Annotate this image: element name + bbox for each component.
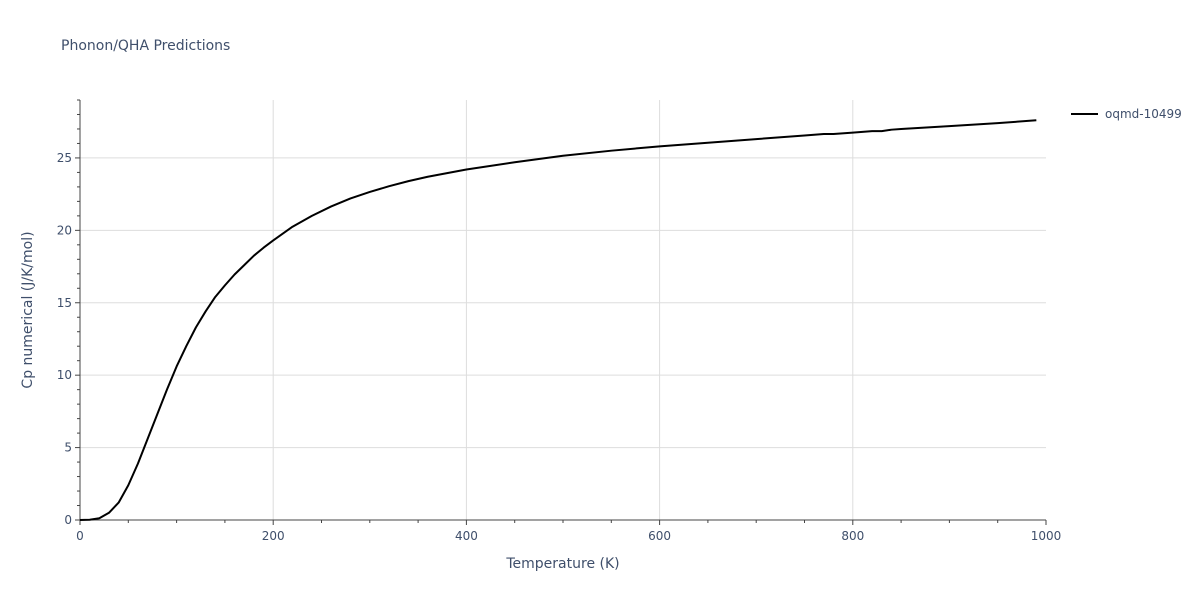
y-tick-label: 15 <box>57 296 72 310</box>
x-tick-label: 600 <box>648 529 671 543</box>
y-tick-label: 20 <box>57 223 72 237</box>
x-tick-label: 0 <box>76 529 84 543</box>
x-tick-label: 1000 <box>1031 529 1062 543</box>
x-tick-label: 800 <box>841 529 864 543</box>
series-line <box>79 119 1037 521</box>
x-tick-label: 400 <box>455 529 478 543</box>
x-tick-label: 200 <box>262 529 285 543</box>
y-tick-label: 10 <box>57 368 72 382</box>
legend-label: oqmd-10499 <box>1105 107 1182 121</box>
grid <box>80 100 1046 520</box>
series-layer <box>79 119 1037 521</box>
y-tick-label: 0 <box>64 513 72 527</box>
y-tick-label: 25 <box>57 151 72 165</box>
axes: 0 200 400 600 800 1000 0 5 10 15 20 25 <box>57 99 1062 543</box>
legend: oqmd-10499 <box>1071 107 1182 121</box>
chart-title: Phonon/QHA Predictions <box>61 38 230 54</box>
x-axis-label: Temperature (K) <box>505 556 619 572</box>
y-axis-label: Cp numerical (J/K/mol) <box>20 231 36 388</box>
y-tick-label: 5 <box>64 441 72 455</box>
